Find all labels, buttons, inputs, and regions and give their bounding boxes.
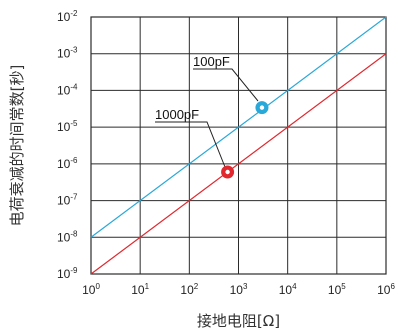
- annotation-label: 100pF: [193, 54, 230, 69]
- tick-labels: 100 101 102 103 104 105 106 10-9 10-8 10-7 10-6 10-…: [57, 9, 395, 297]
- y-tick-label: 10-8: [57, 229, 78, 244]
- annotation-label: 1000pF: [155, 107, 199, 122]
- x-tick-label: 102: [180, 282, 198, 297]
- series-line-100pF: [90, 16, 387, 238]
- annotation-leader: [155, 121, 226, 168]
- y-tick-label: 10-5: [57, 119, 78, 134]
- y-tick-label: 10-6: [57, 156, 78, 171]
- annotation-marker-center: [259, 105, 265, 110]
- x-tick-label: 104: [279, 282, 297, 297]
- annotations: 100pF 1000pF: [155, 54, 269, 179]
- x-tick-label: 101: [131, 282, 149, 297]
- grid-layer: [90, 16, 387, 275]
- y-tick-label: 10-2: [57, 9, 78, 24]
- annotation-marker-center: [225, 169, 230, 175]
- x-tick-label: 106: [377, 282, 395, 297]
- x-tick-label: 103: [230, 282, 248, 297]
- plot-frame: [90, 16, 387, 275]
- x-tick-label: 100: [82, 282, 100, 297]
- series-line-1000pF: [90, 53, 387, 275]
- x-axis-label: 接地电阻[Ω]: [197, 312, 280, 330]
- y-tick-label: 10-7: [57, 193, 78, 208]
- x-tick-label: 105: [328, 282, 346, 297]
- y-tick-label: 10-9: [57, 266, 78, 281]
- y-axis-label: 电荷衰减的时间常数[秒]: [8, 65, 26, 227]
- y-tick-label: 10-4: [57, 82, 78, 97]
- annotation-leader: [193, 68, 259, 102]
- series-layer: [90, 16, 387, 275]
- y-tick-label: 10-3: [57, 46, 78, 61]
